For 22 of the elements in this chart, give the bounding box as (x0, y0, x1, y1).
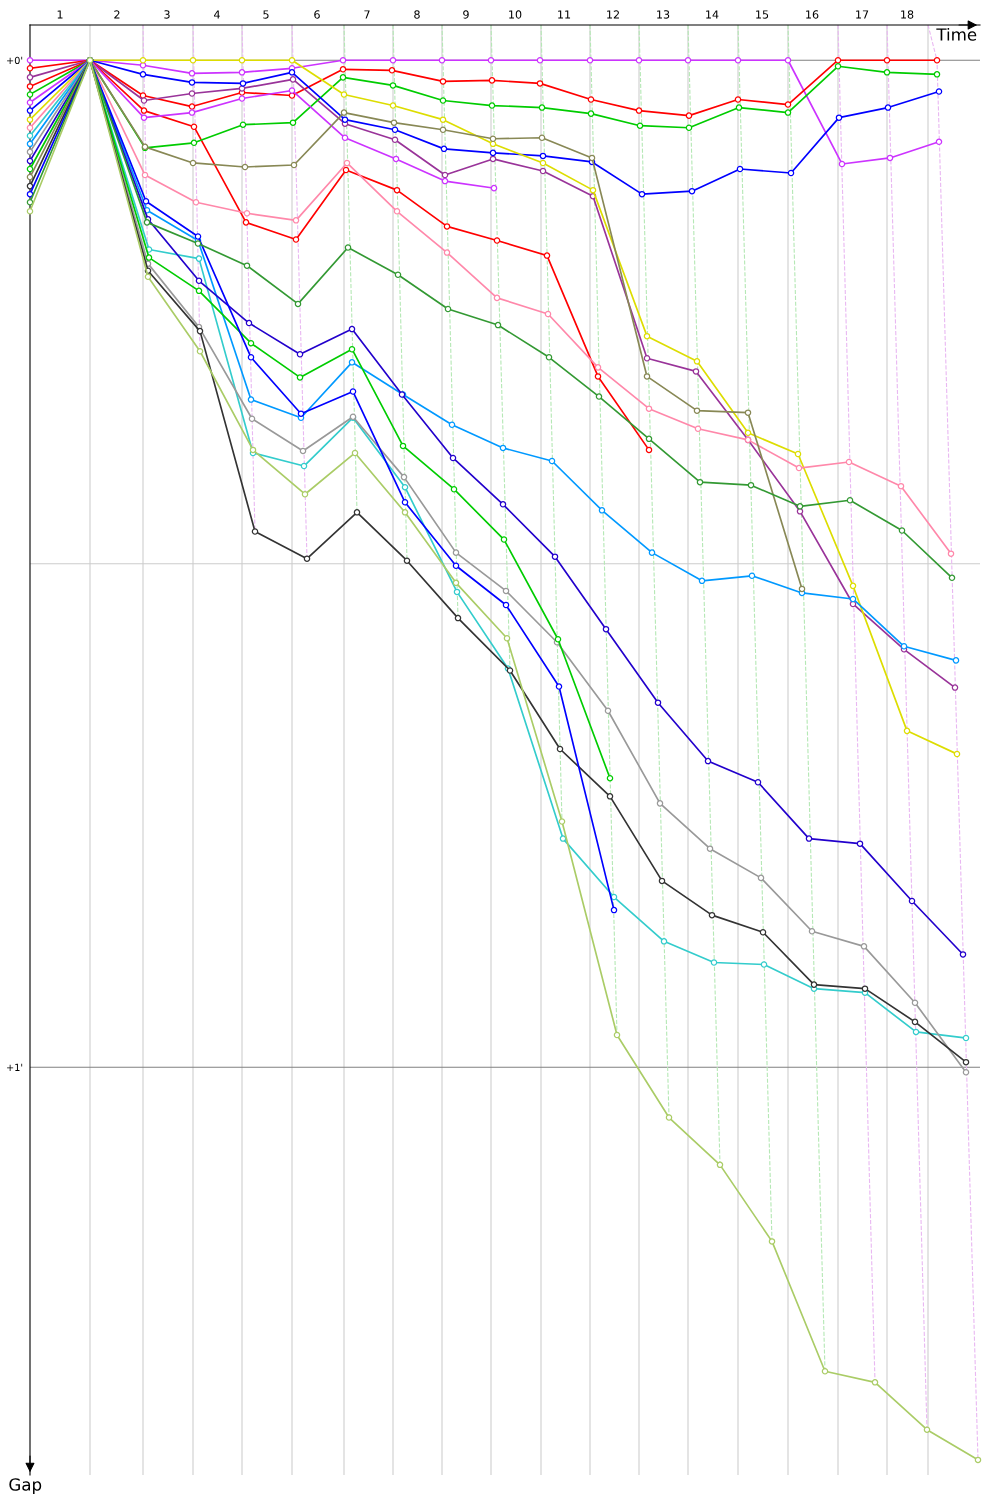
x-tick-label: 14 (706, 10, 719, 19)
x-tick-label: 16 (806, 10, 819, 19)
x-tick-label: 12 (607, 10, 619, 19)
x-tick-label: 8 (414, 10, 420, 19)
y-tick-label: +0' (7, 56, 23, 65)
x-tick-label: 13 (657, 10, 670, 19)
y-axis-title: Gap (9, 1478, 42, 1495)
x-tick-label: 2 (114, 10, 120, 19)
x-tick-label: 1 (57, 10, 63, 19)
x-tick-label: 15 (756, 10, 769, 19)
x-tick-label: 17 (856, 10, 869, 19)
x-tick-label: 6 (314, 10, 320, 19)
x-tick-label: 10 (509, 10, 522, 19)
x-tick-label: 4 (214, 10, 220, 19)
x-tick-label: 9 (463, 10, 469, 19)
y-tick-label: +1' (7, 1063, 23, 1071)
x-tick-label: 18 (901, 10, 914, 19)
x-tick-label: 11 (558, 10, 571, 19)
x-tick-label: 3 (164, 10, 170, 19)
x-tick-label: 5 (263, 10, 269, 19)
x-tick-label: 7 (364, 10, 370, 19)
x-axis-title: Time (936, 27, 977, 41)
